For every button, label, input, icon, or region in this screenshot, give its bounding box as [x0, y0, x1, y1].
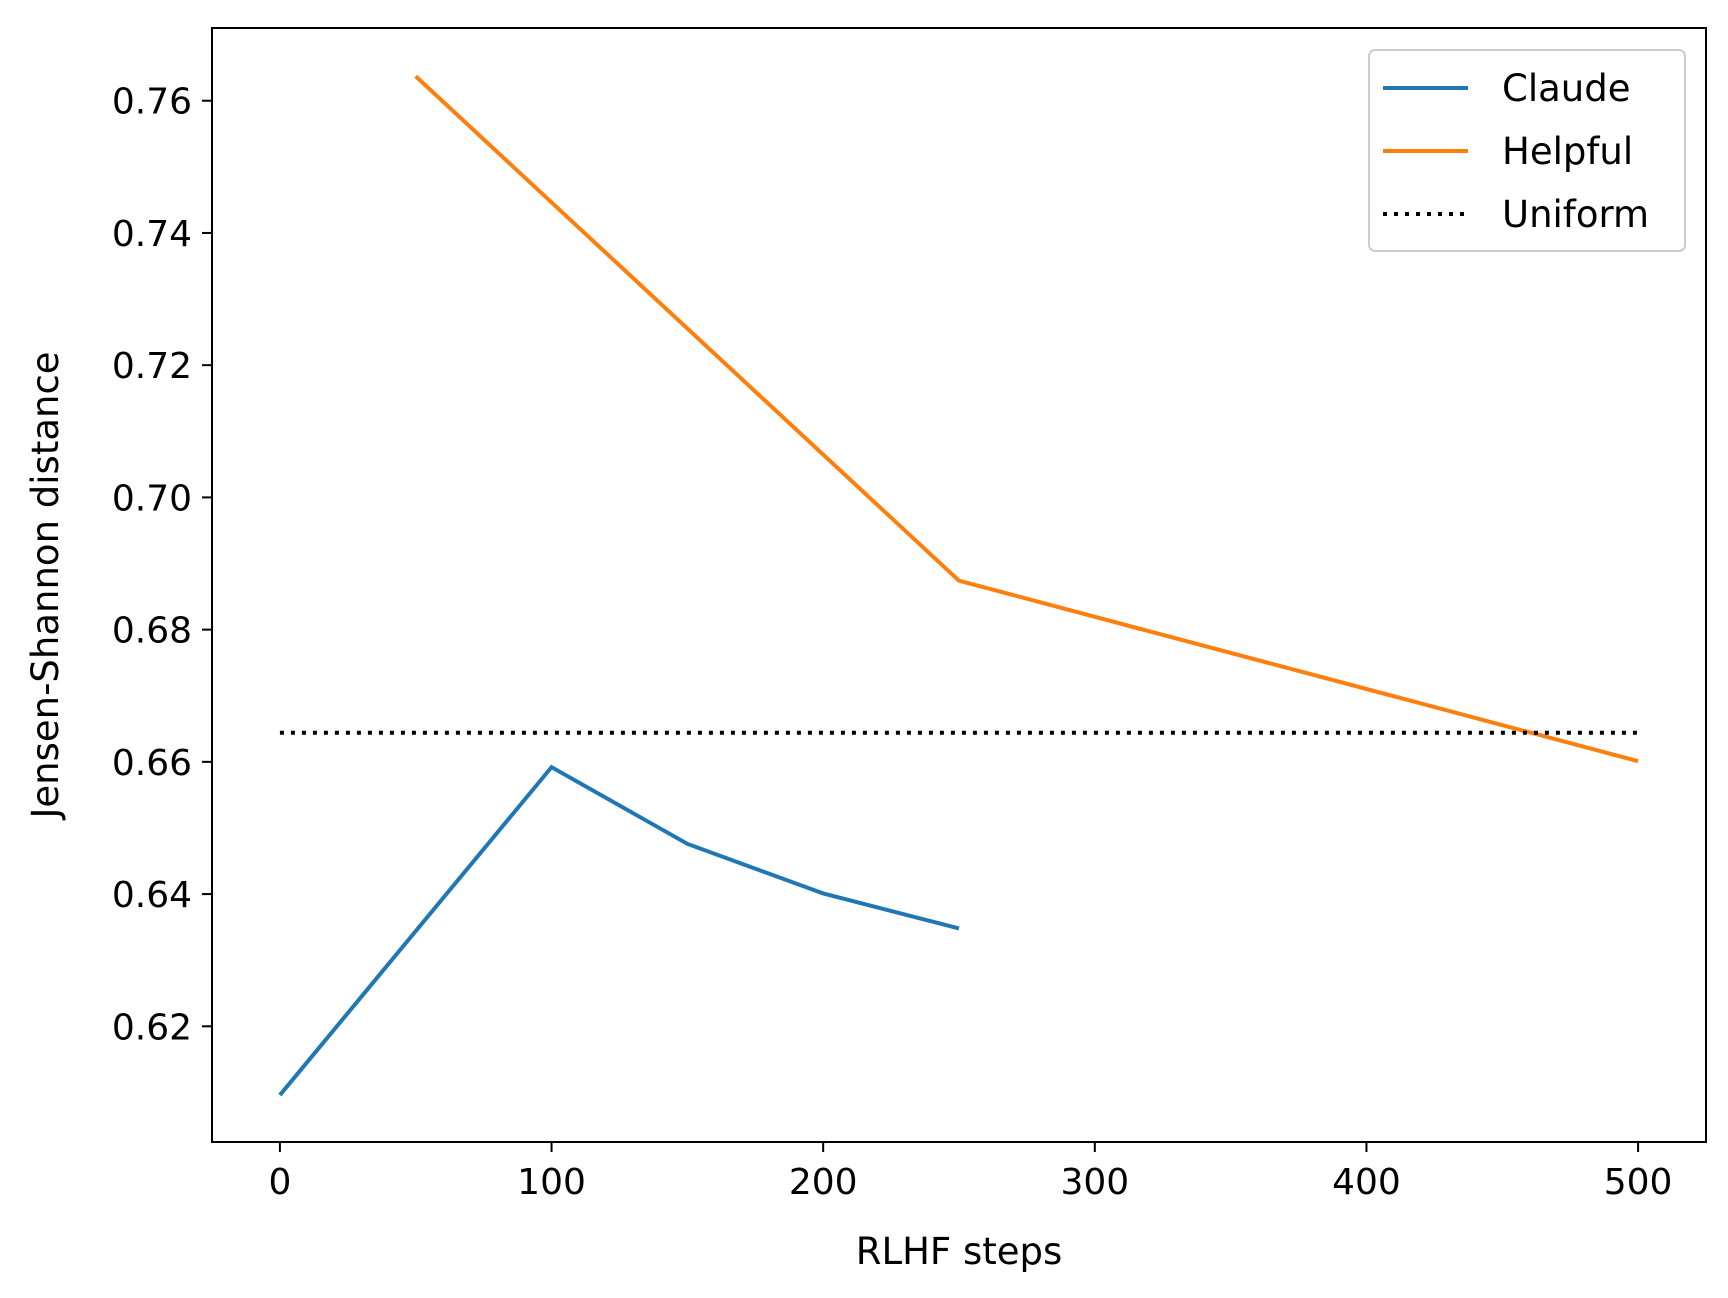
- y-axis-label: Jensen-Shannon distance: [24, 351, 67, 820]
- x-axis-label: RLHF steps: [856, 1230, 1063, 1273]
- series-line-helpful: [414, 74, 1639, 764]
- y-axis-ticks: 0.62 0.64 0.66 0.68 0.70 0.72 0.74 0.76: [112, 82, 212, 1048]
- plot-frame: [211, 27, 1707, 1143]
- x-tick-label: 200: [789, 1162, 858, 1203]
- y-tick-label: 0.68: [112, 611, 192, 652]
- x-tick-label: 0: [268, 1162, 291, 1203]
- y-tick-label: 0.62: [112, 1007, 192, 1048]
- y-tick-label: 0.72: [112, 346, 192, 387]
- x-tick-label: 100: [517, 1162, 586, 1203]
- legend-label-uniform: Uniform: [1502, 193, 1649, 236]
- legend-label-helpful: Helpful: [1502, 130, 1633, 173]
- series-layer: [278, 74, 1639, 1097]
- y-tick-label: 0.64: [112, 875, 192, 916]
- legend-box: [1368, 49, 1686, 252]
- y-tick-label: 0.74: [112, 214, 192, 255]
- y-tick-label: 0.66: [112, 743, 192, 784]
- x-tick-label: 400: [1332, 1162, 1401, 1203]
- x-tick-label: 500: [1604, 1162, 1673, 1203]
- x-axis-ticks: 0 100 200 300 400 500: [268, 1142, 1672, 1203]
- x-tick-label: 300: [1060, 1162, 1129, 1203]
- series-line-claude: [278, 764, 960, 1097]
- legend: Claude Helpful Uniform: [1368, 49, 1686, 252]
- y-tick-label: 0.76: [112, 82, 192, 123]
- y-tick-label: 0.70: [112, 478, 192, 519]
- legend-label-claude: Claude: [1502, 67, 1631, 110]
